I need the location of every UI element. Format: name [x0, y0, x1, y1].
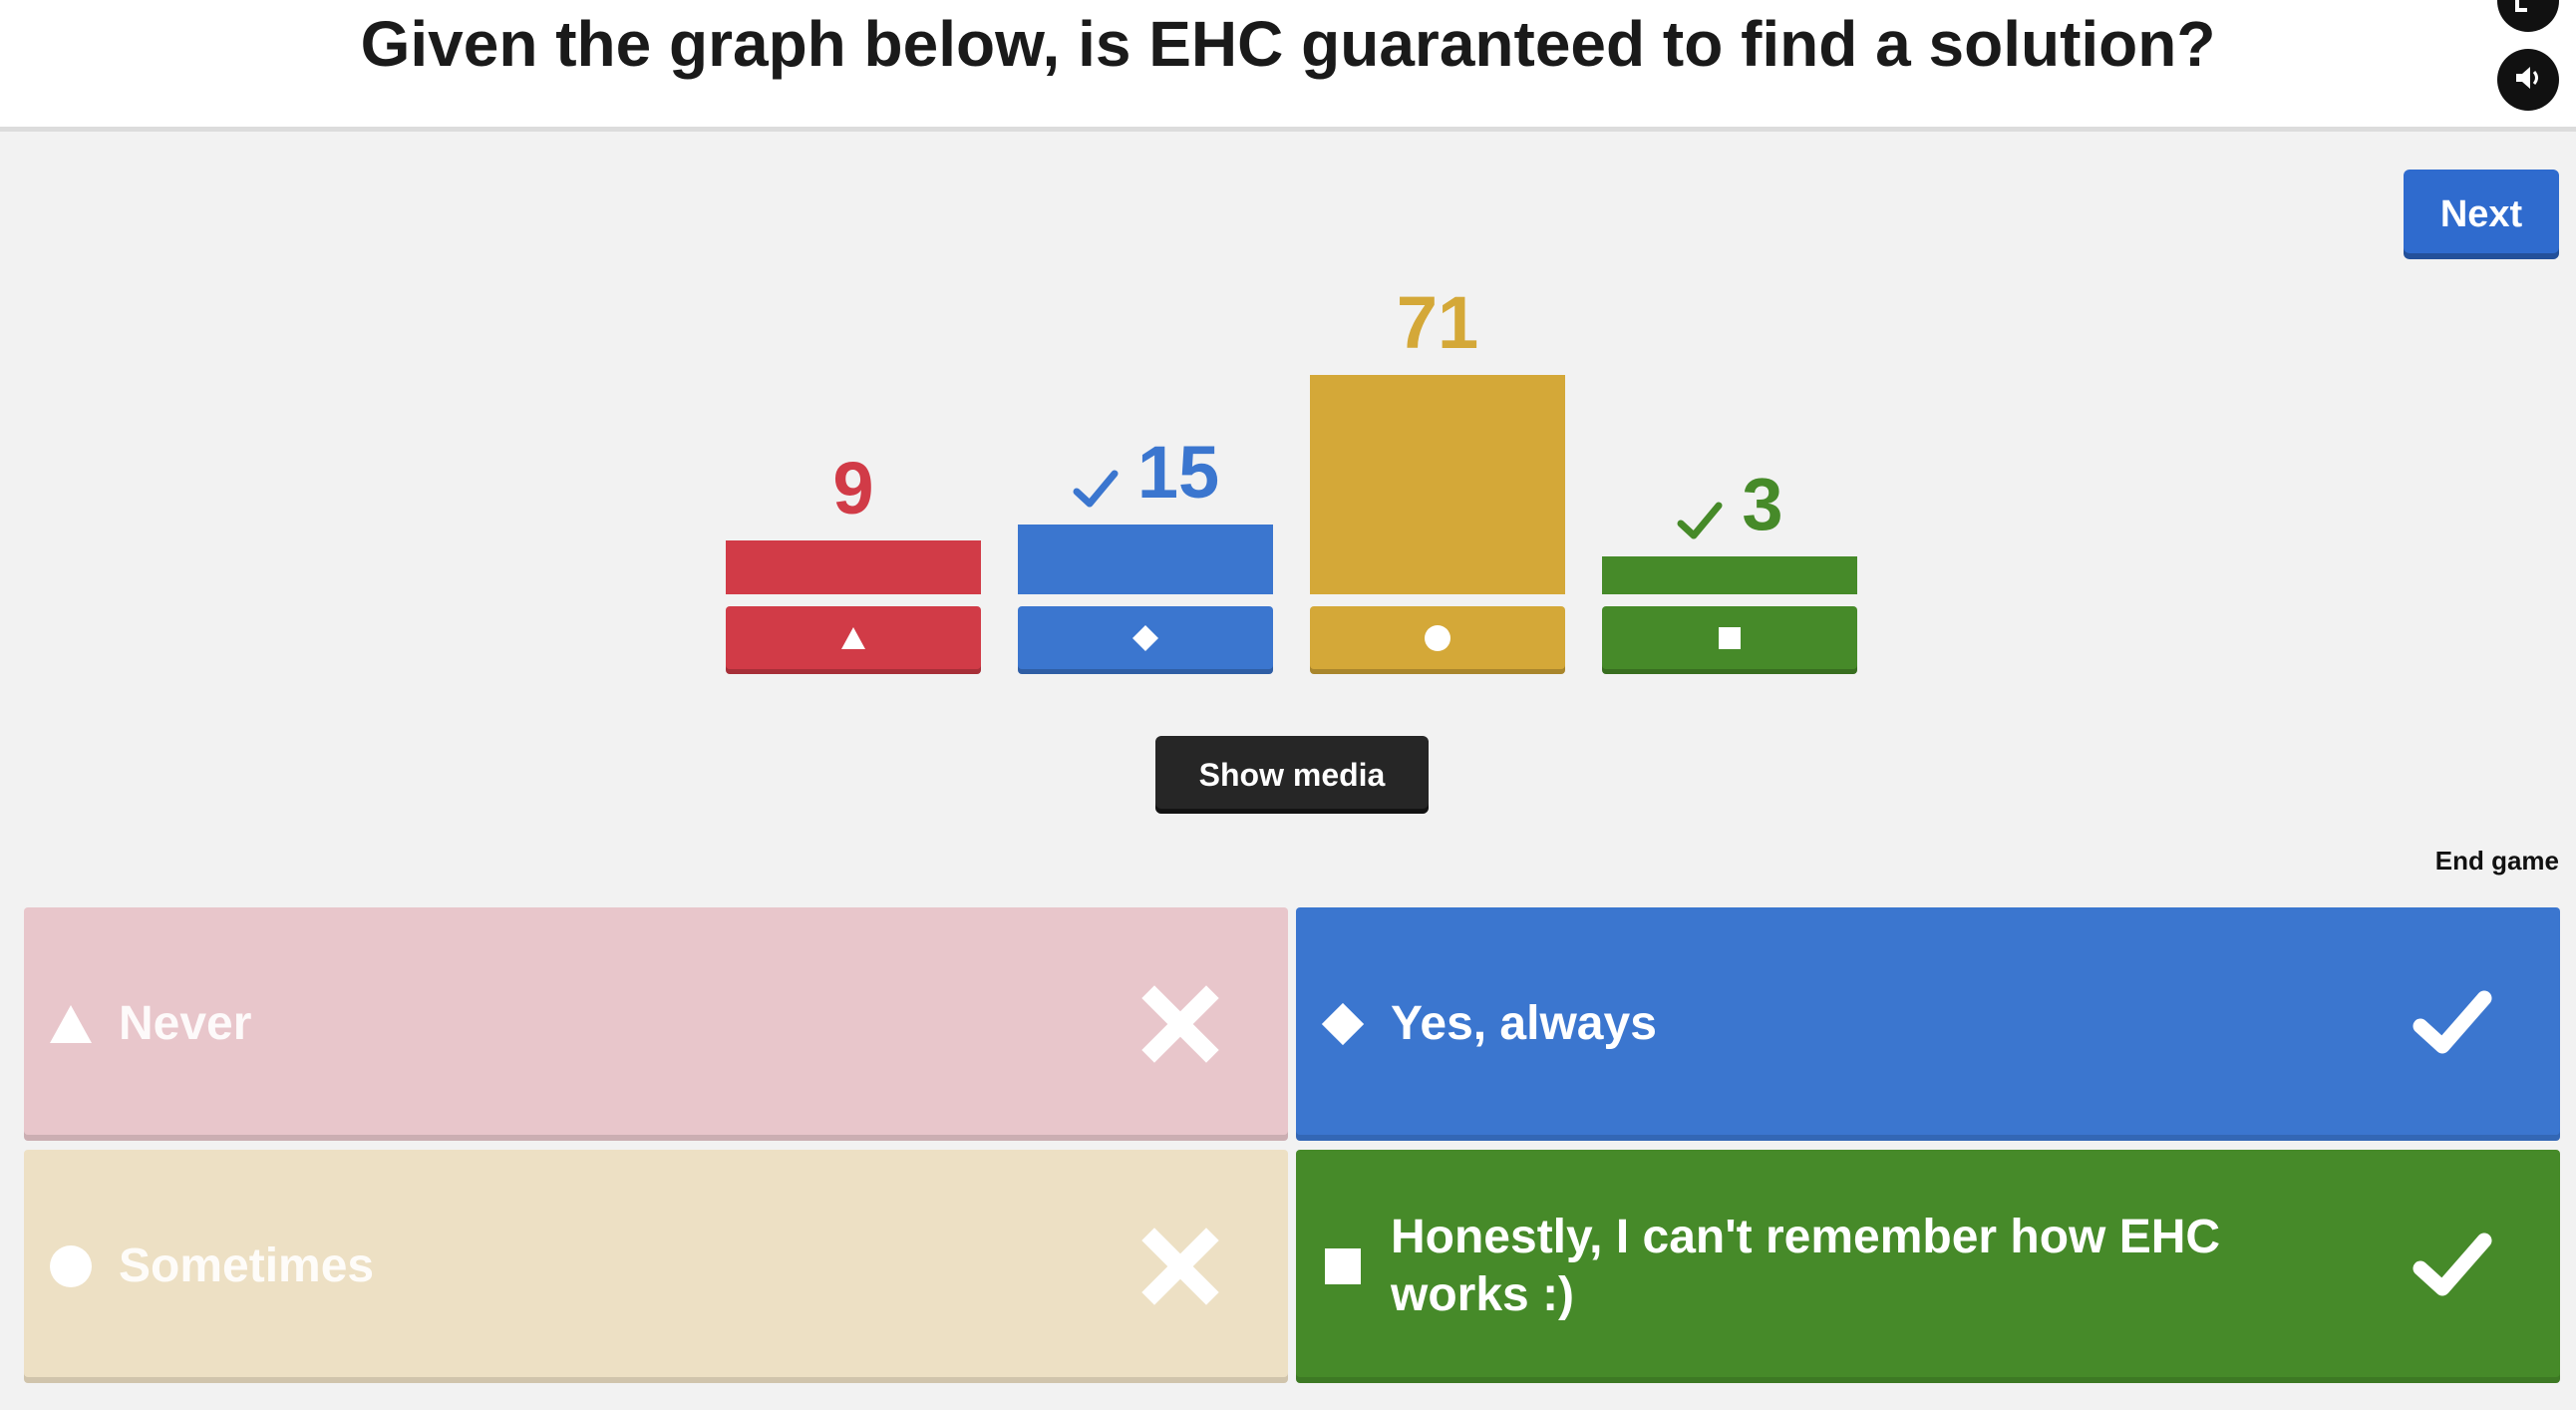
bar-fill	[726, 540, 981, 594]
bar-shape-base	[1602, 606, 1857, 674]
bar-square: 3	[1602, 0, 1857, 698]
bar-value: 9	[832, 447, 874, 529]
bar-value: 15	[1136, 431, 1220, 514]
bar-value-label: 15	[1018, 433, 1273, 513]
question-header: Given the graph below, is EHC guaranteed…	[0, 0, 2576, 132]
correct-check-icon	[1072, 449, 1120, 508]
square-icon	[1320, 1243, 1366, 1289]
bar-value-label: 71	[1310, 283, 1565, 363]
bar-shape-base	[1018, 606, 1273, 674]
answer-tile-sometimes[interactable]: Sometimes	[24, 1150, 1288, 1383]
checkmark-icon	[2413, 1227, 2492, 1306]
cross-icon	[1140, 1227, 1220, 1306]
bar-fill	[1602, 556, 1857, 594]
triangle-icon	[48, 1001, 94, 1047]
diamond-icon	[1320, 1001, 1366, 1047]
checkmark-icon	[2413, 984, 2492, 1064]
answer-tile-cant-remember[interactable]: Honestly, I can't remember how EHC works…	[1296, 1150, 2560, 1383]
bar-value-label: 3	[1602, 465, 1857, 544]
bar-circle: 71	[1310, 0, 1565, 698]
fullscreen-icon	[2511, 0, 2545, 21]
sound-button[interactable]	[2497, 49, 2559, 111]
answer-text: Sometimes	[119, 1239, 375, 1292]
bar-value: 3	[1742, 463, 1783, 545]
square-icon	[1719, 626, 1741, 654]
end-game-link[interactable]: End game	[2434, 846, 2559, 876]
answer-text: Honestly, I can't remember how EHC works…	[1391, 1211, 2221, 1321]
diamond-icon	[1131, 624, 1159, 657]
show-media-button[interactable]: Show media	[1155, 736, 1429, 814]
correct-check-icon	[1676, 481, 1724, 539]
answer-results-chart: 9 15 71 3	[0, 0, 2576, 698]
bar-value: 71	[1396, 281, 1479, 364]
bar-fill	[1310, 375, 1565, 594]
bar-shape-base	[1310, 606, 1565, 674]
next-button[interactable]: Next	[2404, 170, 2559, 259]
bar-triangle: 9	[726, 0, 981, 698]
question-title: Given the graph below, is EHC guaranteed…	[360, 8, 2216, 80]
answer-tile-yes-always[interactable]: Yes, always	[1296, 907, 2560, 1141]
triangle-icon	[840, 626, 866, 655]
cross-icon	[1140, 984, 1220, 1064]
bar-diamond: 15	[1018, 0, 1273, 698]
answer-text: Never	[119, 997, 252, 1050]
answer-tile-never[interactable]: Never	[24, 907, 1288, 1141]
answer-text: Yes, always	[1391, 997, 1657, 1050]
bar-shape-base	[726, 606, 981, 674]
bar-value-label: 9	[726, 449, 981, 529]
bar-fill	[1018, 525, 1273, 594]
circle-icon	[1424, 624, 1451, 657]
circle-icon	[48, 1243, 94, 1289]
speaker-icon	[2511, 61, 2545, 100]
